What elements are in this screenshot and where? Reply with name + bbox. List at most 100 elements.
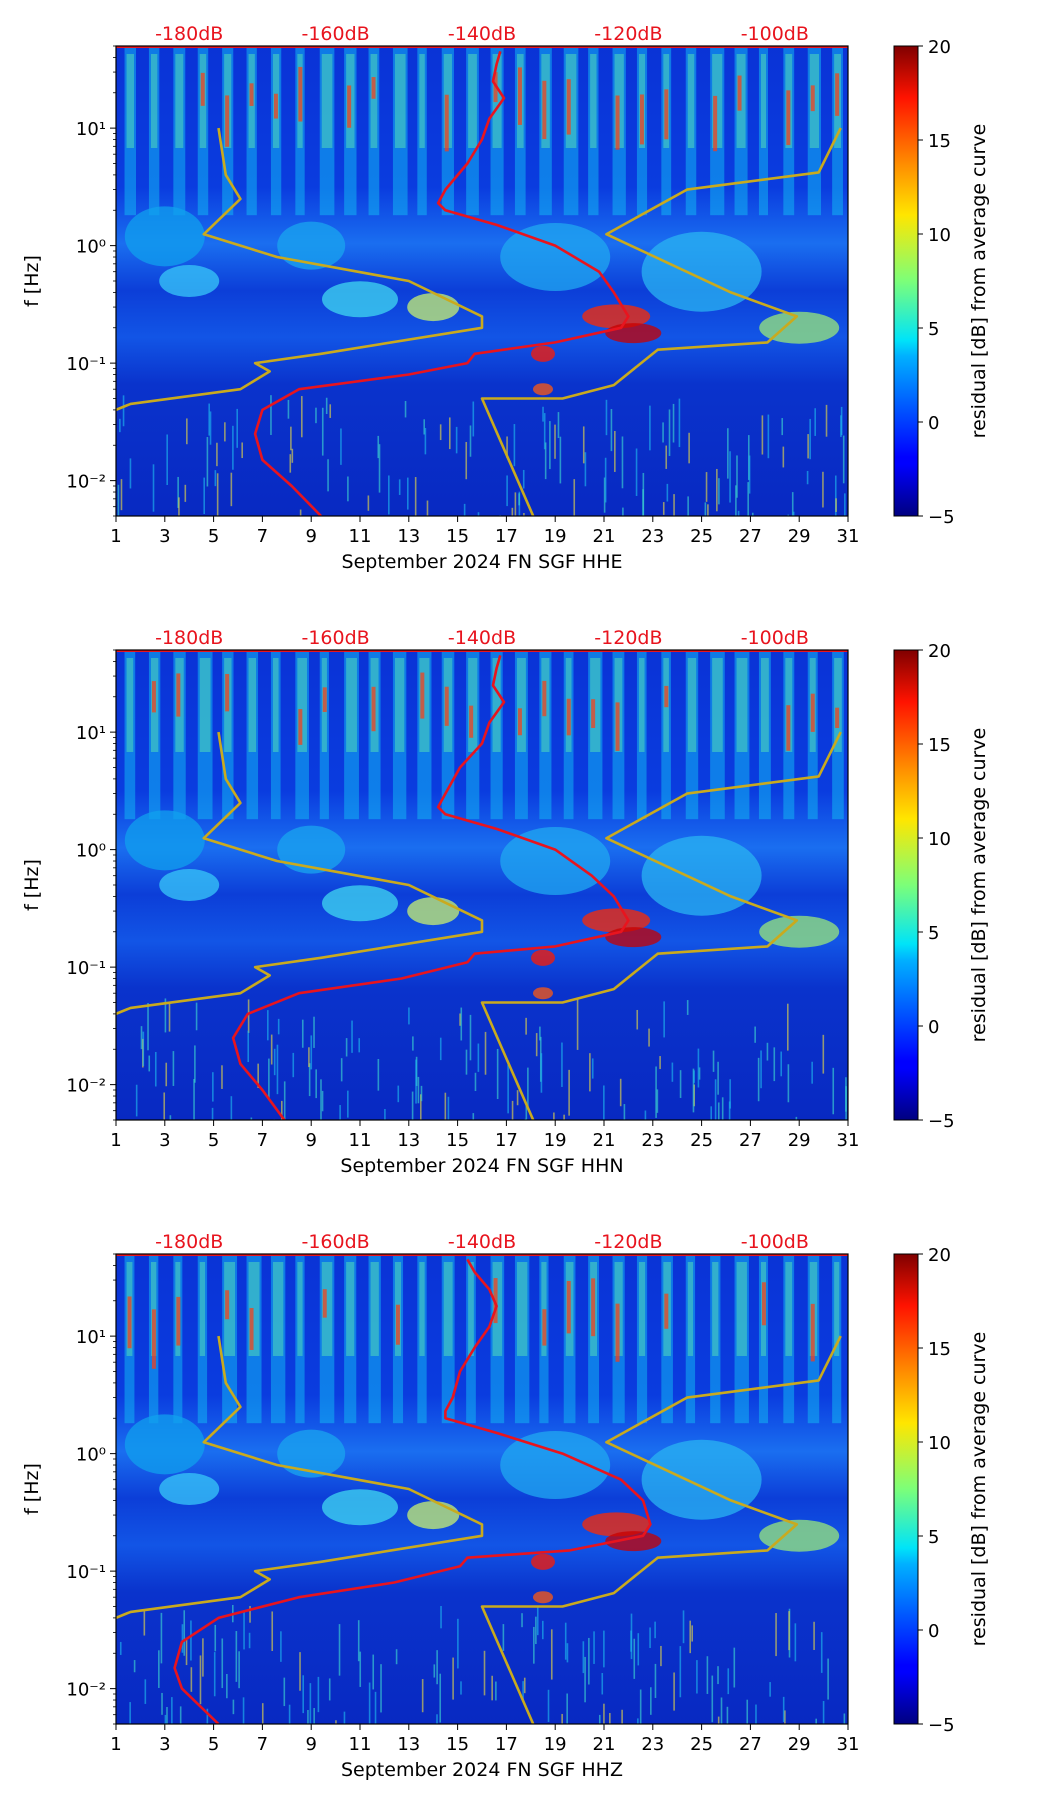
day-stripe-core: [126, 658, 134, 752]
long-period-streak: [313, 1016, 315, 1048]
x-tick-label: 5: [208, 526, 219, 547]
long-period-streak: [711, 1675, 714, 1723]
long-period-streak: [273, 1048, 276, 1076]
long-period-streak: [190, 1620, 192, 1661]
long-period-streak: [302, 1675, 304, 1714]
day-stripe: [319, 46, 335, 216]
long-period-streak: [842, 435, 845, 484]
microseism-blob: [531, 949, 555, 966]
day-stripe-hot: [371, 686, 376, 732]
day-stripe-core: [248, 658, 257, 752]
day-stripe: [588, 1254, 600, 1424]
median-psd-curve: [231, 655, 630, 1120]
long-period-streak: [317, 1676, 320, 1713]
high-noise-model-curve: [480, 1335, 842, 1724]
y-tick-label: 10⁻²: [66, 1076, 106, 1097]
db-scale-label: -140dB: [448, 23, 516, 45]
day-stripe-hot: [176, 1296, 181, 1346]
long-period-streak: [417, 1076, 420, 1104]
day-stripe-hot: [737, 75, 742, 111]
day-stripe-core: [346, 1262, 355, 1356]
day-stripe-core: [736, 1262, 747, 1356]
microseism-blob: [500, 827, 611, 896]
long-period-streak: [424, 427, 427, 455]
long-period-streak: [277, 1018, 280, 1035]
long-period-streak: [539, 1026, 541, 1041]
long-period-streak: [226, 1674, 228, 1699]
x-tick-label: 3: [159, 526, 170, 547]
day-stripe: [246, 650, 259, 820]
long-period-streak: [347, 1090, 349, 1118]
long-period-streak: [213, 1652, 216, 1697]
day-stripe: [710, 650, 725, 820]
high-noise-model-curve: [480, 127, 842, 516]
long-period-streak: [152, 464, 155, 512]
day-stripe-core: [224, 1262, 236, 1356]
long-period-streak: [511, 507, 514, 516]
long-period-streak: [404, 400, 407, 418]
long-period-streak: [148, 1055, 151, 1072]
spectrogram-area: [116, 46, 848, 516]
y-axis-label: f [Hz]: [21, 859, 43, 911]
microseism-blob: [407, 293, 460, 322]
long-period-streak: [787, 514, 790, 516]
day-stripe: [295, 1254, 305, 1424]
day-stripe-hot: [225, 1290, 230, 1320]
long-period-streak: [747, 435, 750, 480]
long-period-streak: [257, 1063, 259, 1089]
microseism-blob: [533, 1591, 553, 1604]
y-tick-label: 10⁰: [76, 841, 106, 862]
long-period-streak: [748, 455, 751, 494]
x-tick-label: 15: [446, 1130, 469, 1151]
y-axis-label: f [Hz]: [21, 255, 43, 307]
microseism-blob: [159, 869, 220, 901]
day-stripe: [661, 1254, 673, 1424]
day-stripe-core: [687, 1262, 694, 1356]
day-stripe: [466, 1254, 476, 1424]
day-stripe-core: [638, 658, 645, 752]
day-stripe-hot: [225, 95, 230, 147]
long-period-streak: [444, 1092, 447, 1120]
microseism-blob: [582, 908, 651, 933]
x-tick-label: 25: [690, 1734, 713, 1755]
long-period-streak: [654, 1621, 656, 1639]
long-period-streak: [411, 1091, 414, 1120]
db-scale-label: -100dB: [741, 23, 809, 45]
day-stripe-core: [419, 54, 425, 148]
day-stripe-hot: [517, 708, 522, 736]
long-period-streak: [315, 407, 317, 424]
long-period-streak: [483, 1650, 486, 1696]
long-period-streak: [523, 513, 525, 516]
long-period-streak: [649, 1627, 651, 1649]
long-period-streak: [161, 1692, 163, 1715]
day-stripe: [392, 46, 408, 216]
long-period-streak: [474, 1072, 477, 1092]
long-period-streak: [328, 1678, 331, 1701]
day-stripe: [636, 650, 647, 820]
long-period-streak: [351, 1020, 353, 1053]
day-stripe-core: [297, 658, 307, 752]
microseism-blob: [641, 1439, 762, 1520]
long-period-streak: [321, 1090, 324, 1112]
day-stripe: [197, 46, 209, 216]
day-stripe-core: [126, 54, 135, 148]
day-stripe-hot: [517, 67, 522, 125]
long-period-streak: [535, 1033, 538, 1057]
day-stripe: [148, 650, 161, 820]
long-period-streak: [795, 1116, 798, 1120]
long-period-streak: [495, 1681, 497, 1701]
db-scale-label: -120dB: [594, 627, 662, 649]
y-tick-label: 10⁰: [76, 237, 106, 258]
x-tick-label: 9: [305, 1130, 316, 1151]
long-period-streak: [268, 1058, 270, 1099]
day-stripe: [270, 1254, 286, 1424]
long-period-streak: [698, 1067, 701, 1080]
median-psd-curve: [173, 1258, 652, 1724]
long-period-streak: [655, 1066, 657, 1118]
microseism-blob: [605, 323, 662, 344]
long-period-streak: [143, 1611, 146, 1636]
day-stripe-core: [443, 1262, 453, 1356]
x-tick-label: 25: [690, 1130, 713, 1151]
microseism-blob: [605, 1531, 662, 1552]
